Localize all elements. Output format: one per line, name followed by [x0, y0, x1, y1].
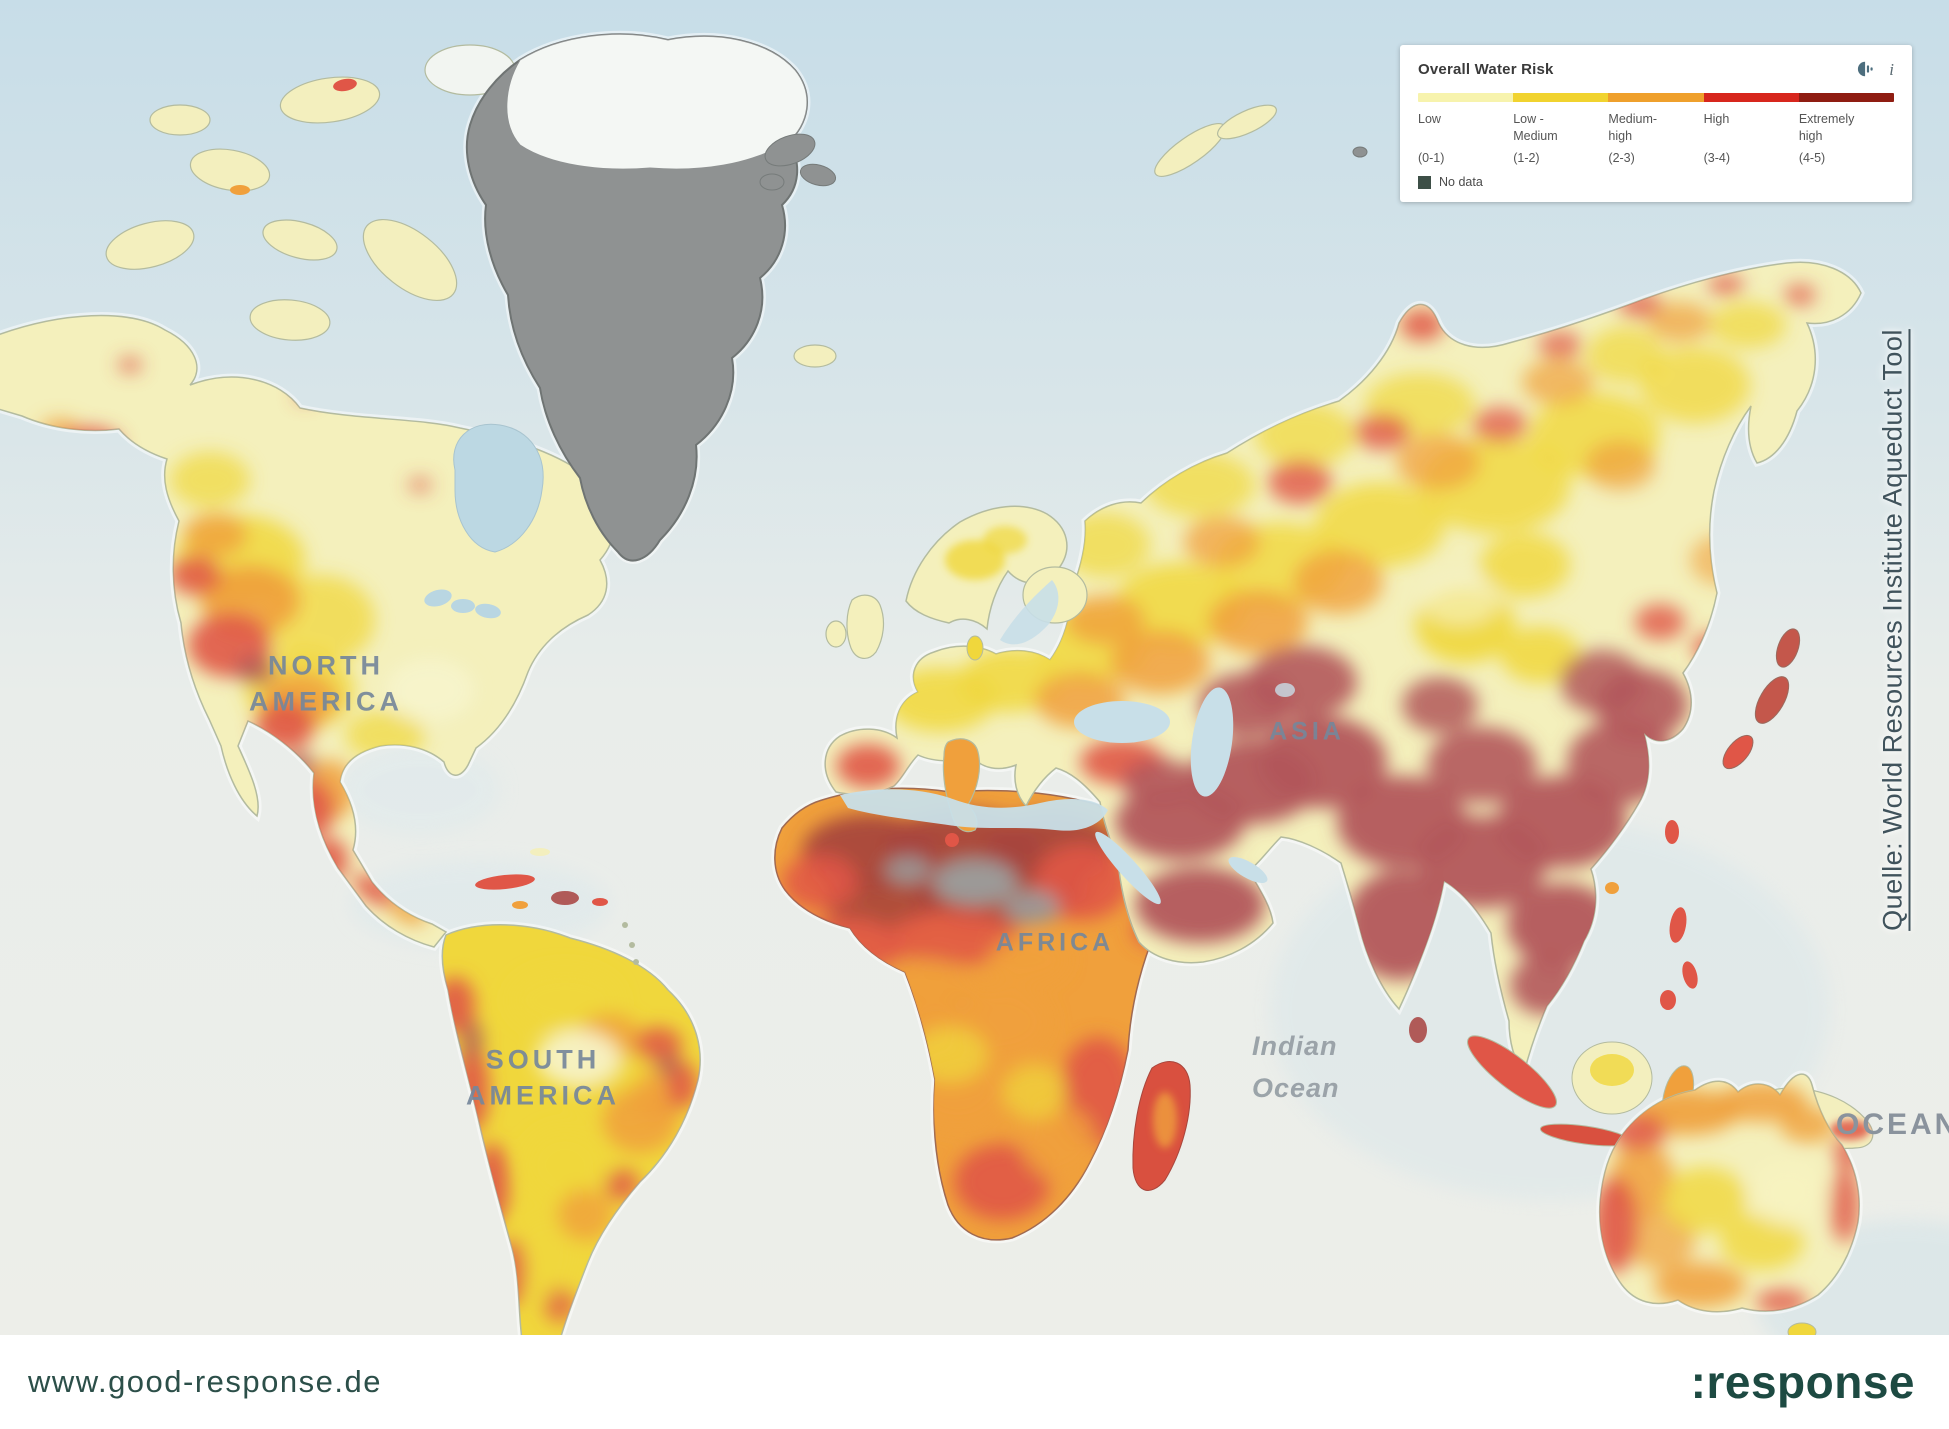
- footer: www.good-response.de :response: [0, 1335, 1949, 1429]
- label-south-america: SOUTH AMERICA: [466, 1044, 620, 1110]
- inland-seas: [840, 580, 1295, 905]
- legend-class-low: Low (0-1): [1418, 112, 1445, 165]
- water-risk-map: [0, 0, 1949, 1335]
- madagascar: [1132, 1061, 1191, 1191]
- no-data-label: No data: [1439, 175, 1483, 189]
- website-url: www.good-response.de: [28, 1364, 382, 1399]
- legend-swatch-low-medium: [1513, 93, 1609, 102]
- label-indian-ocean: Indian Ocean: [1252, 1031, 1340, 1103]
- label-north-america: NORTH AMERICA: [249, 650, 403, 716]
- arctic-islands: [105, 44, 1277, 368]
- denmark: [966, 635, 984, 661]
- sri-lanka: [1409, 1017, 1427, 1043]
- label-asia: ASIA: [1269, 717, 1345, 746]
- legend-class-low-medium: Low - Medium (1-2): [1513, 112, 1558, 165]
- philippines: [1660, 907, 1698, 1010]
- taiwan: [1665, 820, 1679, 844]
- response-logo: :response: [1690, 1356, 1915, 1408]
- legend-class-medium-high: Medium-high (2-3): [1608, 112, 1658, 165]
- legend-class-extremely-high: Extremely high (4-5): [1798, 112, 1855, 165]
- legend-title: Overall Water Risk: [1418, 60, 1554, 78]
- legend-gradient-bar: [1418, 93, 1894, 102]
- hudson-bay: [453, 423, 544, 553]
- legend-panel: Overall Water Risk i: [1400, 45, 1912, 202]
- legend-class-high: High (3-4): [1703, 112, 1731, 165]
- source-credit: Quelle: World Resources Institute Aquedu…: [1877, 329, 1908, 931]
- japan: [1722, 628, 1801, 770]
- scandinavia: [905, 505, 1068, 630]
- legend-swatch-extremely-high: [1798, 93, 1894, 102]
- legend-swatch-high: [1703, 93, 1799, 102]
- svalbard-no-data: [759, 133, 1368, 191]
- british-isles: [825, 594, 885, 659]
- caribbean-islands: [475, 848, 639, 965]
- label-oceania: OCEAN: [1836, 1108, 1949, 1141]
- north-america-landmass: [0, 314, 615, 948]
- legend-swatch-low: [1418, 93, 1514, 102]
- opacity-icon[interactable]: [1857, 60, 1875, 78]
- legend-no-data: No data: [1418, 175, 1894, 189]
- no-data-swatch: [1418, 175, 1431, 189]
- hainan: [1605, 882, 1619, 894]
- label-africa: AFRICA: [995, 928, 1115, 957]
- world-map[interactable]: NORTH AMERICA SOUTH AMERICA AFRICA ASIA …: [0, 0, 1949, 1335]
- legend-swatch-medium-high: [1608, 93, 1704, 102]
- info-icon[interactable]: i: [1889, 59, 1894, 79]
